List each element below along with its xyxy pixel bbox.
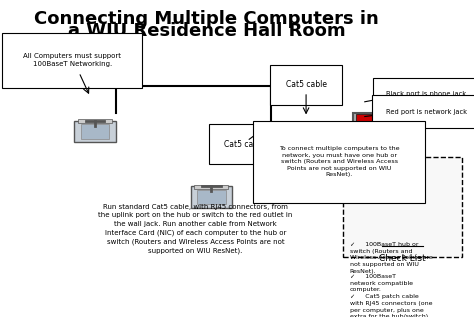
Text: Run standard Cat5 cable, with RJ45 connectors, from
the uplink port on the hub o: Run standard Cat5 cable, with RJ45 conne… [98,204,292,254]
Bar [277,129,281,132]
Text: Black port is phone jack: Black port is phone jack [386,91,466,97]
Bar [194,185,228,189]
Bar [283,129,286,132]
Bar [81,124,109,139]
Bar [274,123,306,136]
Text: Cat5 cable: Cat5 cable [285,81,327,89]
Bar [300,129,303,132]
Text: ✓     Cat5 patch cable
with RJ45 connectors (one
per computer, plus one
extra fo: ✓ Cat5 patch cable with RJ45 connectors … [350,294,432,317]
Text: a WIU Residence Hall Room: a WIU Residence Hall Room [68,22,346,40]
Bar [74,121,116,142]
Text: Red port is network jack: Red port is network jack [386,109,467,115]
Text: Connecting Multiple Computers in: Connecting Multiple Computers in [34,10,379,28]
Text: ✓     100BaseT
network compatible
computer.: ✓ 100BaseT network compatible computer. [350,274,413,292]
Text: Cat5 cable: Cat5 cable [224,139,265,149]
Bar [354,113,376,143]
Text: ✓     100BaseT hub or
switch (Routers and
Wireless Access Points are
not support: ✓ 100BaseT hub or switch (Routers and Wi… [350,242,432,274]
Text: To connect multiple computers to the
network, you must have one hub or
switch (R: To connect multiple computers to the net… [279,146,400,178]
Text: Check List: Check List [379,254,426,262]
Text: All Computers must support
100BaseT Networking.: All Computers must support 100BaseT Netw… [23,53,121,67]
Bar [191,186,232,208]
Bar [197,190,226,204]
Bar [288,129,292,132]
Bar [78,119,112,123]
FancyBboxPatch shape [343,157,462,257]
Bar [356,130,374,140]
Bar [356,114,374,125]
Bar [294,129,298,132]
